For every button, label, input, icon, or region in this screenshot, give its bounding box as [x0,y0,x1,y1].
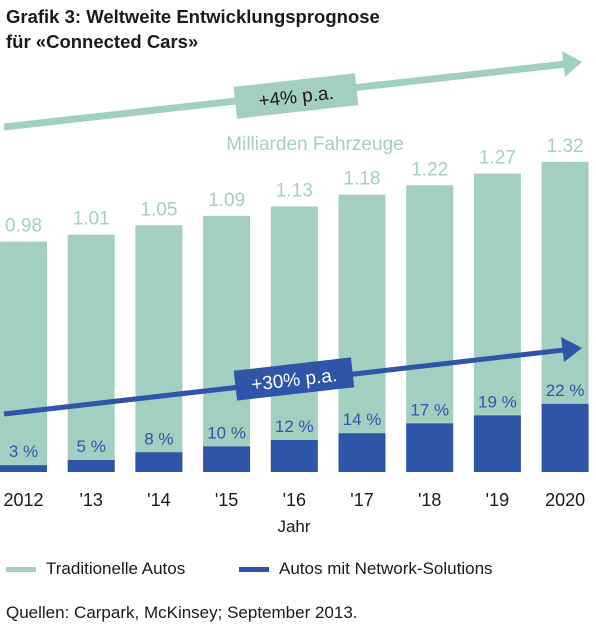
growth-arrow-network: +30% p.a. [3,337,582,417]
x-tick-label: '16 [283,490,306,510]
bar-network [473,415,521,472]
legend-swatch-traditional [6,566,36,572]
growth-arrow-traditional: +4% p.a. [3,51,582,131]
data-label-share: 22 % [546,381,585,400]
x-tick-label: 2020 [545,490,585,510]
bar-traditional [135,225,183,472]
x-tick-label: '15 [215,490,238,510]
legend-label-traditional: Traditionelle Autos [46,559,186,578]
data-label-total: 1.18 [344,169,381,190]
data-label-total: 1.32 [547,136,584,157]
data-label-share: 17 % [410,400,449,419]
data-label-share: 10 % [207,423,246,442]
legend-swatch-network [239,566,269,572]
bar-network [135,452,183,472]
bar-network [406,423,454,472]
unit-label: Milliarden Fahrzeuge [226,134,403,155]
legend: Traditionelle Autos Autos mit Network-So… [0,556,596,582]
data-label-share: 5 % [77,437,106,456]
x-tick-label: '18 [418,490,441,510]
x-tick-label: '17 [350,490,373,510]
data-label-total: 1.13 [276,180,313,201]
x-tick-label: 2012 [3,490,43,510]
data-label-total: 1.05 [140,199,177,220]
bar-network [67,460,115,472]
data-label-total: 1.27 [479,148,516,169]
data-label-total: 0.98 [5,216,42,237]
growth-arrow-network-head [561,337,582,362]
bar-traditional [270,206,318,472]
bar-traditional [0,241,47,472]
x-tick-label: '14 [147,490,170,510]
bar-network [338,433,386,472]
legend-label-network: Autos mit Network-Solutions [279,559,493,578]
x-axis-title: Jahr [277,517,310,536]
bar-network [203,446,251,472]
bar-traditional [67,234,115,472]
data-label-total: 1.01 [73,209,110,230]
chart-title-line2: für «Connected Cars» [6,31,199,52]
x-tick-label: '13 [79,490,102,510]
data-label-share: 8 % [144,429,173,448]
data-label-total: 1.09 [208,190,245,211]
bar-network [0,465,47,472]
bar-network [541,403,589,472]
data-label-share: 3 % [9,442,38,461]
growth-arrow-traditional-head [562,51,582,77]
chart-title: Grafik 3: Weltweite Entwicklungsprognose… [6,4,566,54]
chart-canvas: +4% p.a. Milliarden Fahrzeuge 0.98 3 % 1.0… [0,51,589,536]
bar-traditional [338,194,386,472]
bar-traditional [203,215,251,472]
growth-arrow-network-label-box [233,357,355,401]
x-axis-ticks: 2012 '13 '14 '15 '16 '17 '18 '19 2020 [3,490,585,510]
source-note: Quellen: Carpark, McKinsey; September 20… [6,603,358,622]
data-label-share: 14 % [343,410,382,429]
bar-network [270,440,318,472]
growth-arrow-traditional-label-box [233,73,359,119]
data-label-share: 12 % [275,417,314,436]
x-tick-label: '19 [486,490,509,510]
legend-item-traditional: Traditionelle Autos [6,556,185,582]
data-label-total: 1.22 [411,159,448,180]
legend-item-network: Autos mit Network-Solutions [239,556,493,582]
data-label-share: 19 % [478,392,517,411]
chart-title-line1: Grafik 3: Weltweite Entwicklungsprognose [6,6,380,27]
bars-group: 0.98 3 % 1.01 5 % 1.05 8 % 1.09 10 % 1.13 12 % 1.1… [0,136,589,473]
